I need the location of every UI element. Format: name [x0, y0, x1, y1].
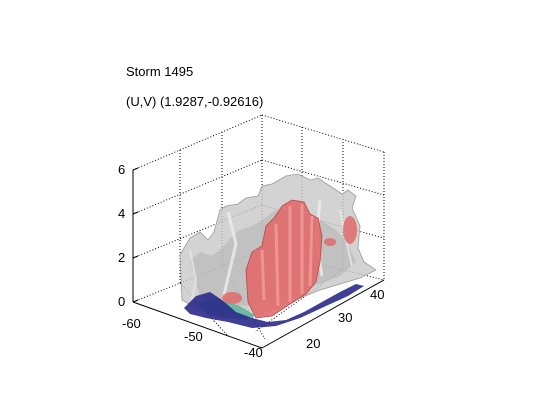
z-tick-6: 6 — [118, 162, 125, 177]
x-tick-neg60: -60 — [122, 316, 141, 331]
base-isosurface — [184, 284, 364, 328]
y-tick-30: 30 — [338, 310, 352, 325]
z-tick-0: 0 — [118, 294, 125, 309]
plot-title: Storm 1495 — [126, 64, 194, 79]
axis-lines — [132, 170, 385, 349]
z-tick-4: 4 — [118, 206, 125, 221]
plot-subtitle: (U,V) (1.9287,-0.92616) — [126, 94, 264, 109]
x-tick-neg50: -50 — [184, 329, 203, 344]
core-isosurface — [222, 199, 357, 319]
z-tick-2: 2 — [118, 250, 125, 265]
z-tick-marks — [132, 167, 139, 303]
x-tick-neg40: -40 — [244, 345, 263, 360]
y-tick-20: 20 — [306, 336, 320, 351]
y-tick-40: 40 — [370, 287, 384, 302]
